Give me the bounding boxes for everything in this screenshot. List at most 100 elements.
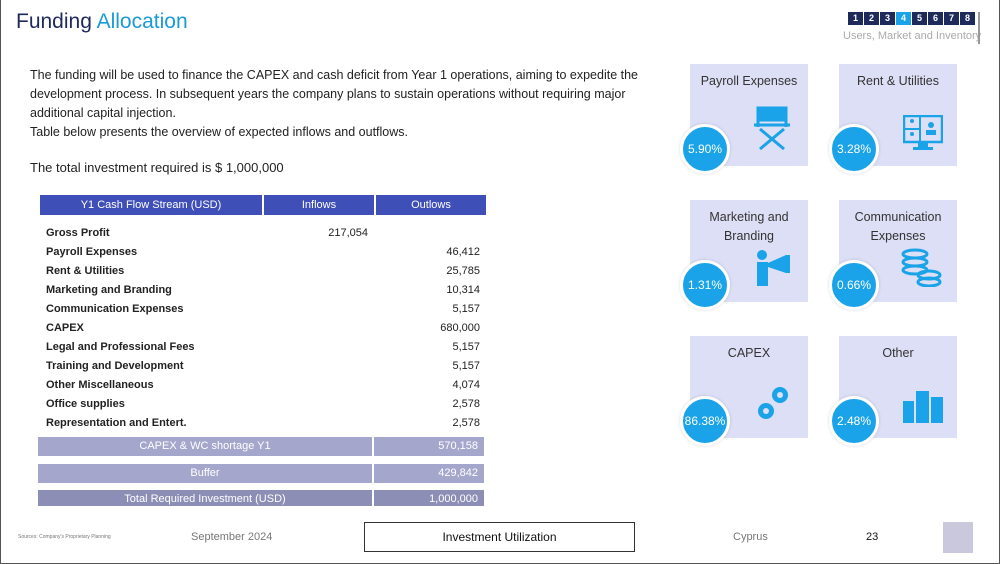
nav-page-8[interactable]: 8 — [960, 12, 975, 25]
summary-value: 429,842 — [374, 464, 484, 483]
table-row: Legal and Professional Fees 5,157 — [40, 337, 486, 356]
row-label: Gross Profit — [46, 226, 110, 239]
table-row: Rent & Utilities 25,785 — [40, 261, 486, 280]
percentage-bubble: 0.66% — [829, 260, 879, 310]
col-header: Y1 Cash Flow Stream (USD) — [40, 195, 262, 215]
inflow-value: 217,054 — [328, 226, 368, 239]
inflow-value — [264, 375, 374, 394]
percentage-bubble: 2.48% — [829, 396, 879, 446]
outflow-value: 680,000 — [440, 321, 480, 334]
table-row: Communication Expenses 5,157 — [40, 299, 486, 318]
row-label: Rent & Utilities — [46, 264, 125, 277]
inflow-value — [264, 318, 374, 337]
megaphone-icon — [754, 247, 794, 292]
inflow-value — [264, 242, 374, 261]
card-title: Other — [882, 346, 914, 360]
inflow-value — [264, 394, 374, 413]
col-header: Outlows — [376, 195, 486, 215]
category-card: Communication Expenses — [839, 200, 957, 302]
summary-row: Buffer 429,842 — [38, 464, 484, 483]
outflow-value: 4,074 — [452, 378, 480, 391]
card-title: Rent & Utilities — [857, 74, 939, 88]
summary-label: Total Required Investment (USD) — [38, 490, 372, 506]
title-part2: Allocation — [96, 10, 188, 33]
gears-icon — [754, 383, 794, 428]
percentage-bubble: 3.28% — [829, 124, 879, 174]
coins-icon — [899, 247, 943, 292]
nav-page-5[interactable]: 5 — [912, 12, 927, 25]
company-logo — [943, 522, 973, 553]
outflow-value: 2,578 — [452, 416, 480, 429]
nav-page-6[interactable]: 6 — [928, 12, 943, 25]
table-row: Other Miscellaneous 4,074 — [40, 375, 486, 394]
nav-page-7[interactable]: 7 — [944, 12, 959, 25]
outflow-value: 5,157 — [452, 340, 480, 353]
footer-date: September 2024 — [191, 531, 273, 543]
inflow-value — [264, 356, 374, 375]
inflow-value — [264, 413, 374, 432]
row-label: Payroll Expenses — [46, 245, 138, 258]
outflow-value: 2,578 — [452, 397, 480, 410]
nav-page-2[interactable]: 2 — [864, 12, 879, 25]
row-label: Communication Expenses — [46, 302, 184, 315]
row-label: Office supplies — [46, 397, 125, 410]
table-row: Payroll Expenses 46,412 — [40, 242, 486, 261]
total-investment: The total investment required is $ 1,000… — [30, 160, 284, 175]
table-row: Representation and Entert. 2,578 — [40, 413, 486, 432]
inflow-value — [264, 280, 374, 299]
summary-label: CAPEX & WC shortage Y1 — [38, 437, 372, 456]
row-label: Marketing and Branding — [46, 283, 172, 296]
table-row: Gross Profit 217,054 — [40, 223, 486, 242]
sources: Sources: Company's Proprietary Planning — [18, 534, 111, 540]
percentage-bubble: 5.90% — [680, 124, 730, 174]
card-title: CAPEX — [727, 346, 771, 360]
outflow-value: 10,314 — [446, 283, 480, 296]
row-label: Other Miscellaneous — [46, 378, 154, 391]
section-label: Users, Market and Inventory — [843, 30, 982, 42]
row-label: Representation and Entert. — [46, 416, 187, 429]
percentage-bubble: 86.38% — [680, 396, 730, 446]
intro-paragraph: The funding will be used to finance the … — [30, 68, 639, 120]
nav-page-3[interactable]: 3 — [880, 12, 895, 25]
card-title: Payroll Expenses — [700, 74, 798, 88]
row-label: CAPEX — [46, 321, 84, 334]
col-header: Inflows — [264, 195, 374, 215]
outflow-value: 5,157 — [452, 359, 480, 372]
buildings-icon — [903, 391, 943, 428]
nav-page-1[interactable]: 1 — [848, 12, 863, 25]
summary-row: Total Required Investment (USD) 1,000,000 — [38, 490, 484, 506]
table-row: Office supplies 2,578 — [40, 394, 486, 413]
table-row: Training and Development 5,157 — [40, 356, 486, 375]
row-label: Legal and Professional Fees — [46, 340, 195, 353]
outflow-value: 5,157 — [452, 302, 480, 315]
category-card: Payroll Expenses — [690, 64, 808, 166]
title-part1: Funding — [16, 10, 92, 33]
card-title: Marketing and Branding — [709, 210, 789, 243]
summary-value: 570,158 — [374, 437, 484, 456]
cash-flow-table: Y1 Cash Flow Stream (USD) Inflows Outlow… — [38, 195, 488, 432]
summary-label: Buffer — [38, 464, 372, 483]
card-title: Communication Expenses — [854, 210, 942, 243]
summary-value: 1,000,000 — [374, 490, 484, 506]
page-number: 23 — [866, 531, 879, 543]
footer: Sources: Company's Proprietary Planning … — [0, 522, 1000, 553]
outflow-value: 25,785 — [446, 264, 480, 277]
video-conference-icon — [902, 114, 944, 156]
table-row: Marketing and Branding 10,314 — [40, 280, 486, 299]
inflow-value — [264, 299, 374, 318]
row-label: Training and Development — [46, 359, 184, 372]
intro-paragraph: Table below presents the overview of exp… — [30, 125, 408, 139]
footer-country: Cyprus — [733, 531, 768, 543]
page-title: Funding Allocation — [16, 10, 188, 34]
director-chair-icon — [750, 105, 794, 156]
outflow-value: 46,412 — [446, 245, 480, 258]
page-nav: 1 2 3 4 5 6 7 8 — [848, 12, 975, 25]
outflow-value — [376, 223, 486, 242]
summary-row: CAPEX & WC shortage Y1 570,158 — [38, 437, 484, 456]
intro-text: The funding will be used to finance the … — [30, 66, 650, 142]
divider — [978, 12, 980, 44]
nav-page-4[interactable]: 4 — [896, 12, 911, 25]
percentage-bubble: 1.31% — [680, 260, 730, 310]
inflow-value — [264, 337, 374, 356]
inflow-value — [264, 261, 374, 280]
